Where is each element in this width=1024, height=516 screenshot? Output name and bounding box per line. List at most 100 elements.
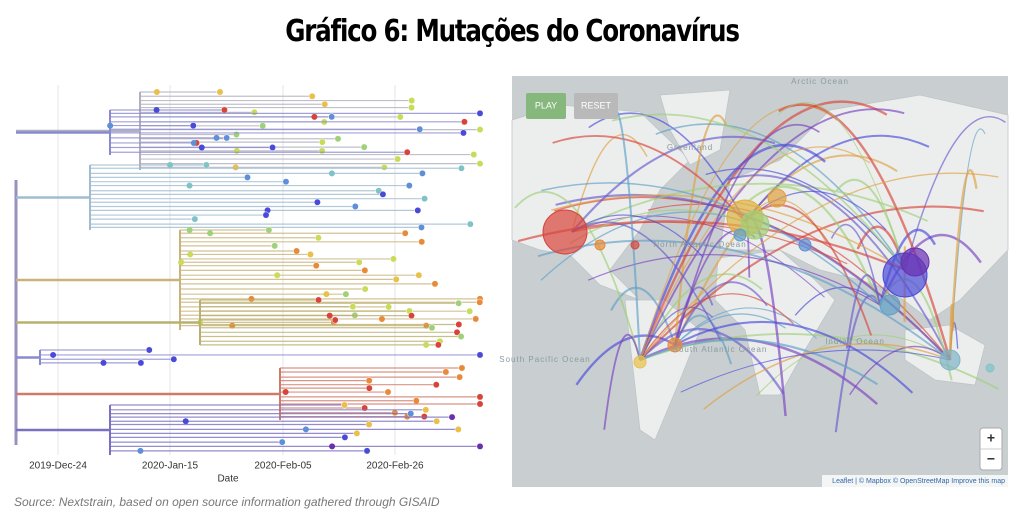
tip [145,346,153,354]
location-bubble [594,239,606,251]
x-tick-label: 2020-Jan-15 [142,461,199,472]
tip [207,230,214,237]
tip [392,275,400,283]
map-label: South Atlantic Ocean [673,345,768,354]
tip [306,250,314,258]
tip [459,129,467,137]
x-axis-label: Date [217,474,239,485]
tip [167,162,174,168]
tip [454,425,462,433]
tip [342,290,350,298]
land [659,89,731,166]
tip [223,134,231,142]
transmission-arc [904,116,1006,271]
tip [341,433,349,441]
tip [460,118,468,126]
tip [423,341,430,348]
tip [476,160,484,168]
tip [455,299,463,307]
button-label[interactable]: PLAY [535,100,557,110]
tip [470,151,478,159]
button[interactable] [526,93,566,119]
tip [311,113,318,120]
tip [190,139,197,146]
tip [476,351,484,359]
location-bubble [767,188,787,208]
tip [360,143,368,151]
attribution: Leaflet | © Mapbox © OpenStreetMap Impro… [832,477,1005,485]
transmission-arc [727,174,951,361]
map-label: Greenland [667,143,713,152]
tip [107,122,114,129]
tip [361,266,369,274]
map-label: North Atlantic Ocean [653,240,746,249]
location-bubble [900,247,930,277]
transmission-arc [552,135,746,223]
tip [186,227,193,233]
map-label: Indian Ocean [825,337,885,346]
tip [476,126,484,134]
x-tick-label: 2020-Feb-05 [254,461,312,472]
tip [328,170,335,177]
transmission-arc [603,333,641,430]
map-label: Arctic Ocean [791,77,849,86]
tip [456,373,464,381]
tip [384,388,392,396]
source-note: Source: Nextstrain, based on open source… [14,495,440,509]
tip [403,148,411,156]
transmission-arc [777,102,906,271]
tip [442,368,450,376]
tip [365,421,373,428]
tip [379,190,387,198]
transmission-arc [703,343,951,410]
tip [334,135,342,143]
transmission-arc [514,190,641,361]
location-bubble [740,210,770,240]
tip [415,271,423,279]
zoom-button[interactable]: − [987,451,995,467]
button[interactable] [574,93,618,119]
tip [408,97,416,105]
tip [318,138,326,146]
map-label: South Pacific Ocean [499,355,590,364]
tip [282,389,289,396]
tip [418,238,426,246]
tip [408,312,415,320]
tip [50,351,57,358]
transmission-arc [639,104,838,361]
tip [361,285,369,293]
tip [466,220,474,228]
transmission-arc [639,327,785,395]
transmission-arc [571,214,704,258]
tip [100,359,107,366]
x-tick-label: 2020-Feb-26 [366,461,424,472]
tip [349,303,357,311]
tip [390,255,397,263]
tip [323,291,330,298]
tip [414,206,422,214]
location-bubble [733,228,747,242]
tip [308,92,316,100]
transmission-arc [778,103,952,361]
tip [216,88,224,96]
tip [213,134,220,141]
zoom-button[interactable]: + [987,430,995,446]
tip [433,417,441,425]
location-bubble [985,363,995,373]
tip [187,251,194,258]
transmission-arc [639,108,905,361]
title: Gráfico 6: Mutações do Coronavírus [285,14,740,49]
transmission-arc [647,203,951,361]
tip [314,234,322,242]
button-label[interactable]: RESET [581,100,612,110]
transmission-arc [680,349,951,393]
transmission-arc [571,221,848,265]
location-bubble [879,294,901,316]
tree-panel: 2019-Dec-24 2020-Jan-15 2020-Feb-05 2020-Fe… [14,85,484,485]
tip [466,307,474,315]
tip [380,163,388,171]
transmission-arc [571,135,776,233]
tip [341,401,348,409]
location-bubble [633,355,647,369]
tip [244,173,251,181]
